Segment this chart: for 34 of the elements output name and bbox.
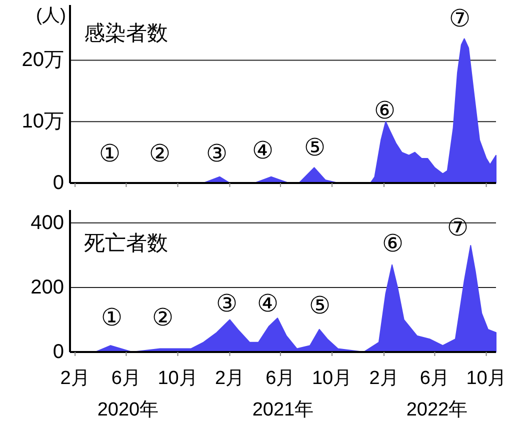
x-tick-label: 10月 xyxy=(312,368,352,389)
x-tick-label: 6月 xyxy=(420,368,450,389)
text: 感染者数 xyxy=(84,22,168,45)
annotation: ② xyxy=(149,140,171,168)
x-tick-label: 10月 xyxy=(466,368,506,389)
annotation: ⑤ xyxy=(304,134,326,162)
annotation: ③ xyxy=(216,290,238,318)
annotation: ⑤ xyxy=(309,292,331,320)
x-tick-label: 6月 xyxy=(111,368,141,389)
y-tick-label: 400 xyxy=(30,212,64,234)
annotation: ④ xyxy=(257,290,279,318)
annotation: ② xyxy=(152,304,174,332)
y-tick-label: 0 xyxy=(52,172,64,194)
annotation: ③ xyxy=(206,140,228,168)
annotation: ⑥ xyxy=(382,230,404,258)
x-tick-label: 2月 xyxy=(60,368,90,389)
annotation: ⑥ xyxy=(374,98,396,124)
annotation: ④ xyxy=(252,138,274,164)
x-tick-label: 2月 xyxy=(214,368,245,389)
text: 死亡者数 xyxy=(84,232,168,255)
annotation: ⑦ xyxy=(449,6,471,32)
text: 2021年 xyxy=(252,400,314,420)
annotation: ① xyxy=(99,140,121,168)
y-tick-label: 0 xyxy=(52,341,64,363)
annotation: ① xyxy=(101,304,123,332)
text: 2020年 xyxy=(97,400,159,420)
y-tick-label: 20万 xyxy=(22,49,64,72)
y-tick-label: 10万 xyxy=(22,110,64,133)
y-axis-title: (人) xyxy=(36,5,66,25)
text: 2022年 xyxy=(406,400,468,420)
x-tick-label: 2月 xyxy=(369,368,399,389)
y-tick-label: 200 xyxy=(30,276,64,298)
x-tick-label: 6月 xyxy=(266,368,296,389)
x-tick-label: 10月 xyxy=(158,368,198,389)
